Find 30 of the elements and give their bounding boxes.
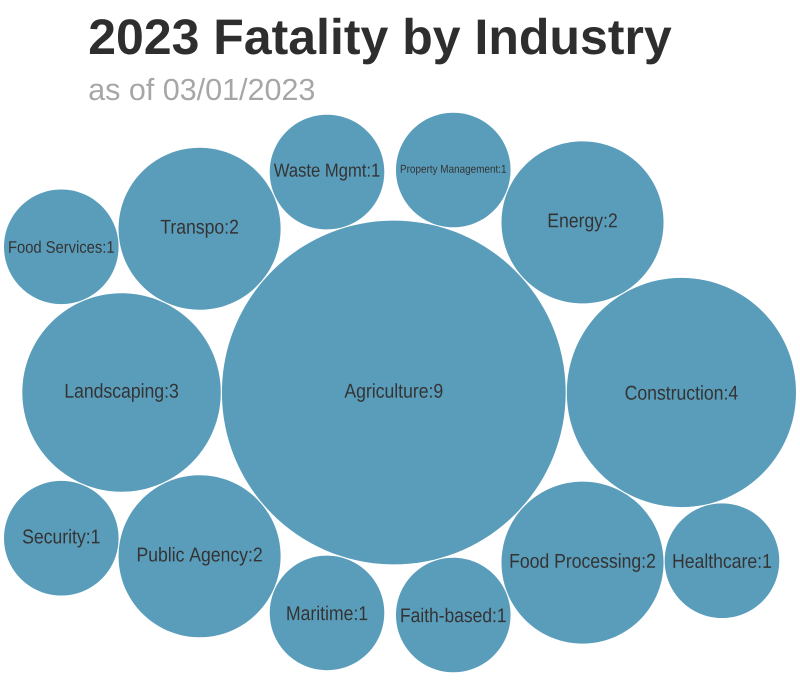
data-label: :1 [104, 241, 114, 253]
category-label: Construction [626, 385, 722, 400]
category-label: Healthcare [674, 553, 756, 568]
data-label: :1 [494, 608, 506, 622]
data-label: :2 [226, 220, 238, 234]
text: 2023 Fatality by Industry [90, 18, 672, 64]
category-label: Public Agency [138, 546, 248, 566]
data-label: :1 [87, 530, 100, 544]
category-label: Faith-based [401, 608, 491, 622]
data-label: :3 [166, 384, 178, 398]
data-label: :9 [430, 384, 442, 398]
category-label: Food Processing [510, 553, 640, 572]
category-label: Agriculture [344, 383, 428, 402]
data-label: :1 [355, 606, 368, 620]
category-label: Security [22, 528, 86, 548]
text: as of 03/01/2023 [90, 78, 314, 100]
data-label: :1 [499, 164, 506, 173]
category-label: Transpo [160, 220, 224, 238]
category-label: Energy [548, 214, 604, 232]
data-label: :1 [368, 164, 380, 177]
data-label: :2 [642, 554, 656, 568]
category-label: Food Services [9, 240, 102, 253]
data-label: :2 [250, 547, 262, 562]
category-label: Waste Mgmt [274, 164, 366, 181]
data-label: :2 [604, 213, 617, 228]
data-label: :4 [725, 386, 738, 400]
category-label: Property Management [400, 164, 498, 176]
data-label: :1 [758, 554, 772, 568]
category-label: Maritime [287, 606, 353, 620]
category-label: Landscaping [66, 383, 163, 402]
